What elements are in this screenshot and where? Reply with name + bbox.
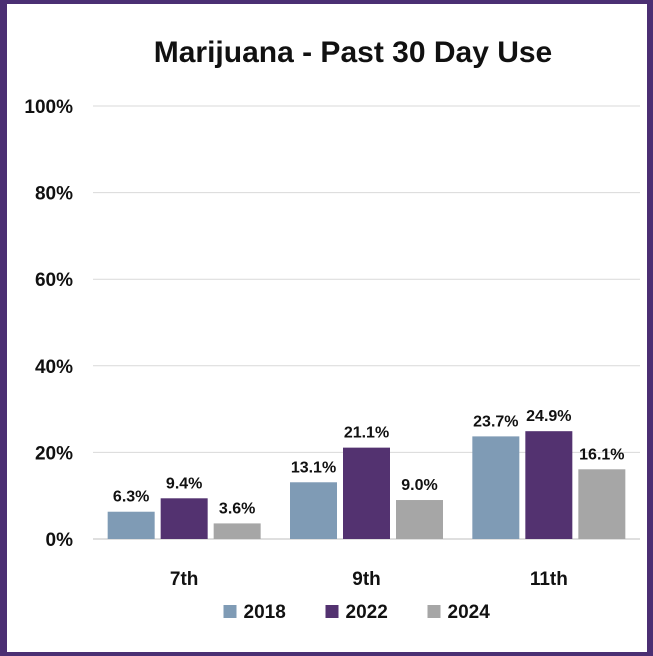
x-category-label: 7th <box>170 569 199 590</box>
x-category-label: 9th <box>352 569 381 590</box>
bar-9th-2018 <box>290 482 337 539</box>
y-tick-label: 100% <box>24 97 73 118</box>
bar-chart: Marijuana - Past 30 Day Use 0% 20% 40% 60% 8… <box>24 36 640 623</box>
legend-swatch-2018 <box>223 605 237 618</box>
y-tick-label: 40% <box>35 357 73 378</box>
data-label: 24.9% <box>526 408 571 425</box>
y-tick-label: 20% <box>35 443 73 464</box>
bar-7th-2024 <box>213 523 261 539</box>
x-category-label: 11th <box>530 569 568 590</box>
bar-9th-2022 <box>343 447 390 539</box>
data-label: 21.1% <box>344 425 389 442</box>
chart-title: Marijuana - Past 30 Day Use <box>154 36 553 69</box>
data-label: 16.1% <box>579 446 624 463</box>
bar-7th-2018 <box>107 511 155 539</box>
bar-7th-2022 <box>160 498 208 539</box>
bar-9th-2024 <box>396 500 443 539</box>
chart-frame: Marijuana - Past 30 Day Use 0% 20% 40% 60% 8… <box>7 4 647 652</box>
legend-label: 2024 <box>448 602 491 623</box>
data-label: 6.3% <box>113 489 149 506</box>
y-tick-label: 0% <box>46 530 74 551</box>
legend-swatch-2022 <box>325 605 339 618</box>
data-label: 13.1% <box>291 459 336 476</box>
data-label: 23.7% <box>473 413 518 430</box>
y-tick-label: 80% <box>35 184 73 205</box>
data-label: 9.0% <box>401 477 437 494</box>
bar-11th-2024 <box>578 469 626 539</box>
data-label: 9.4% <box>166 475 202 492</box>
legend-label: 2018 <box>244 602 286 623</box>
y-tick-label: 60% <box>35 270 73 291</box>
data-label: 3.6% <box>219 500 255 517</box>
bar-11th-2022 <box>525 431 573 539</box>
bar-11th-2018 <box>472 436 520 539</box>
legend-label: 2022 <box>346 602 388 623</box>
legend-swatch-2024 <box>427 605 441 618</box>
